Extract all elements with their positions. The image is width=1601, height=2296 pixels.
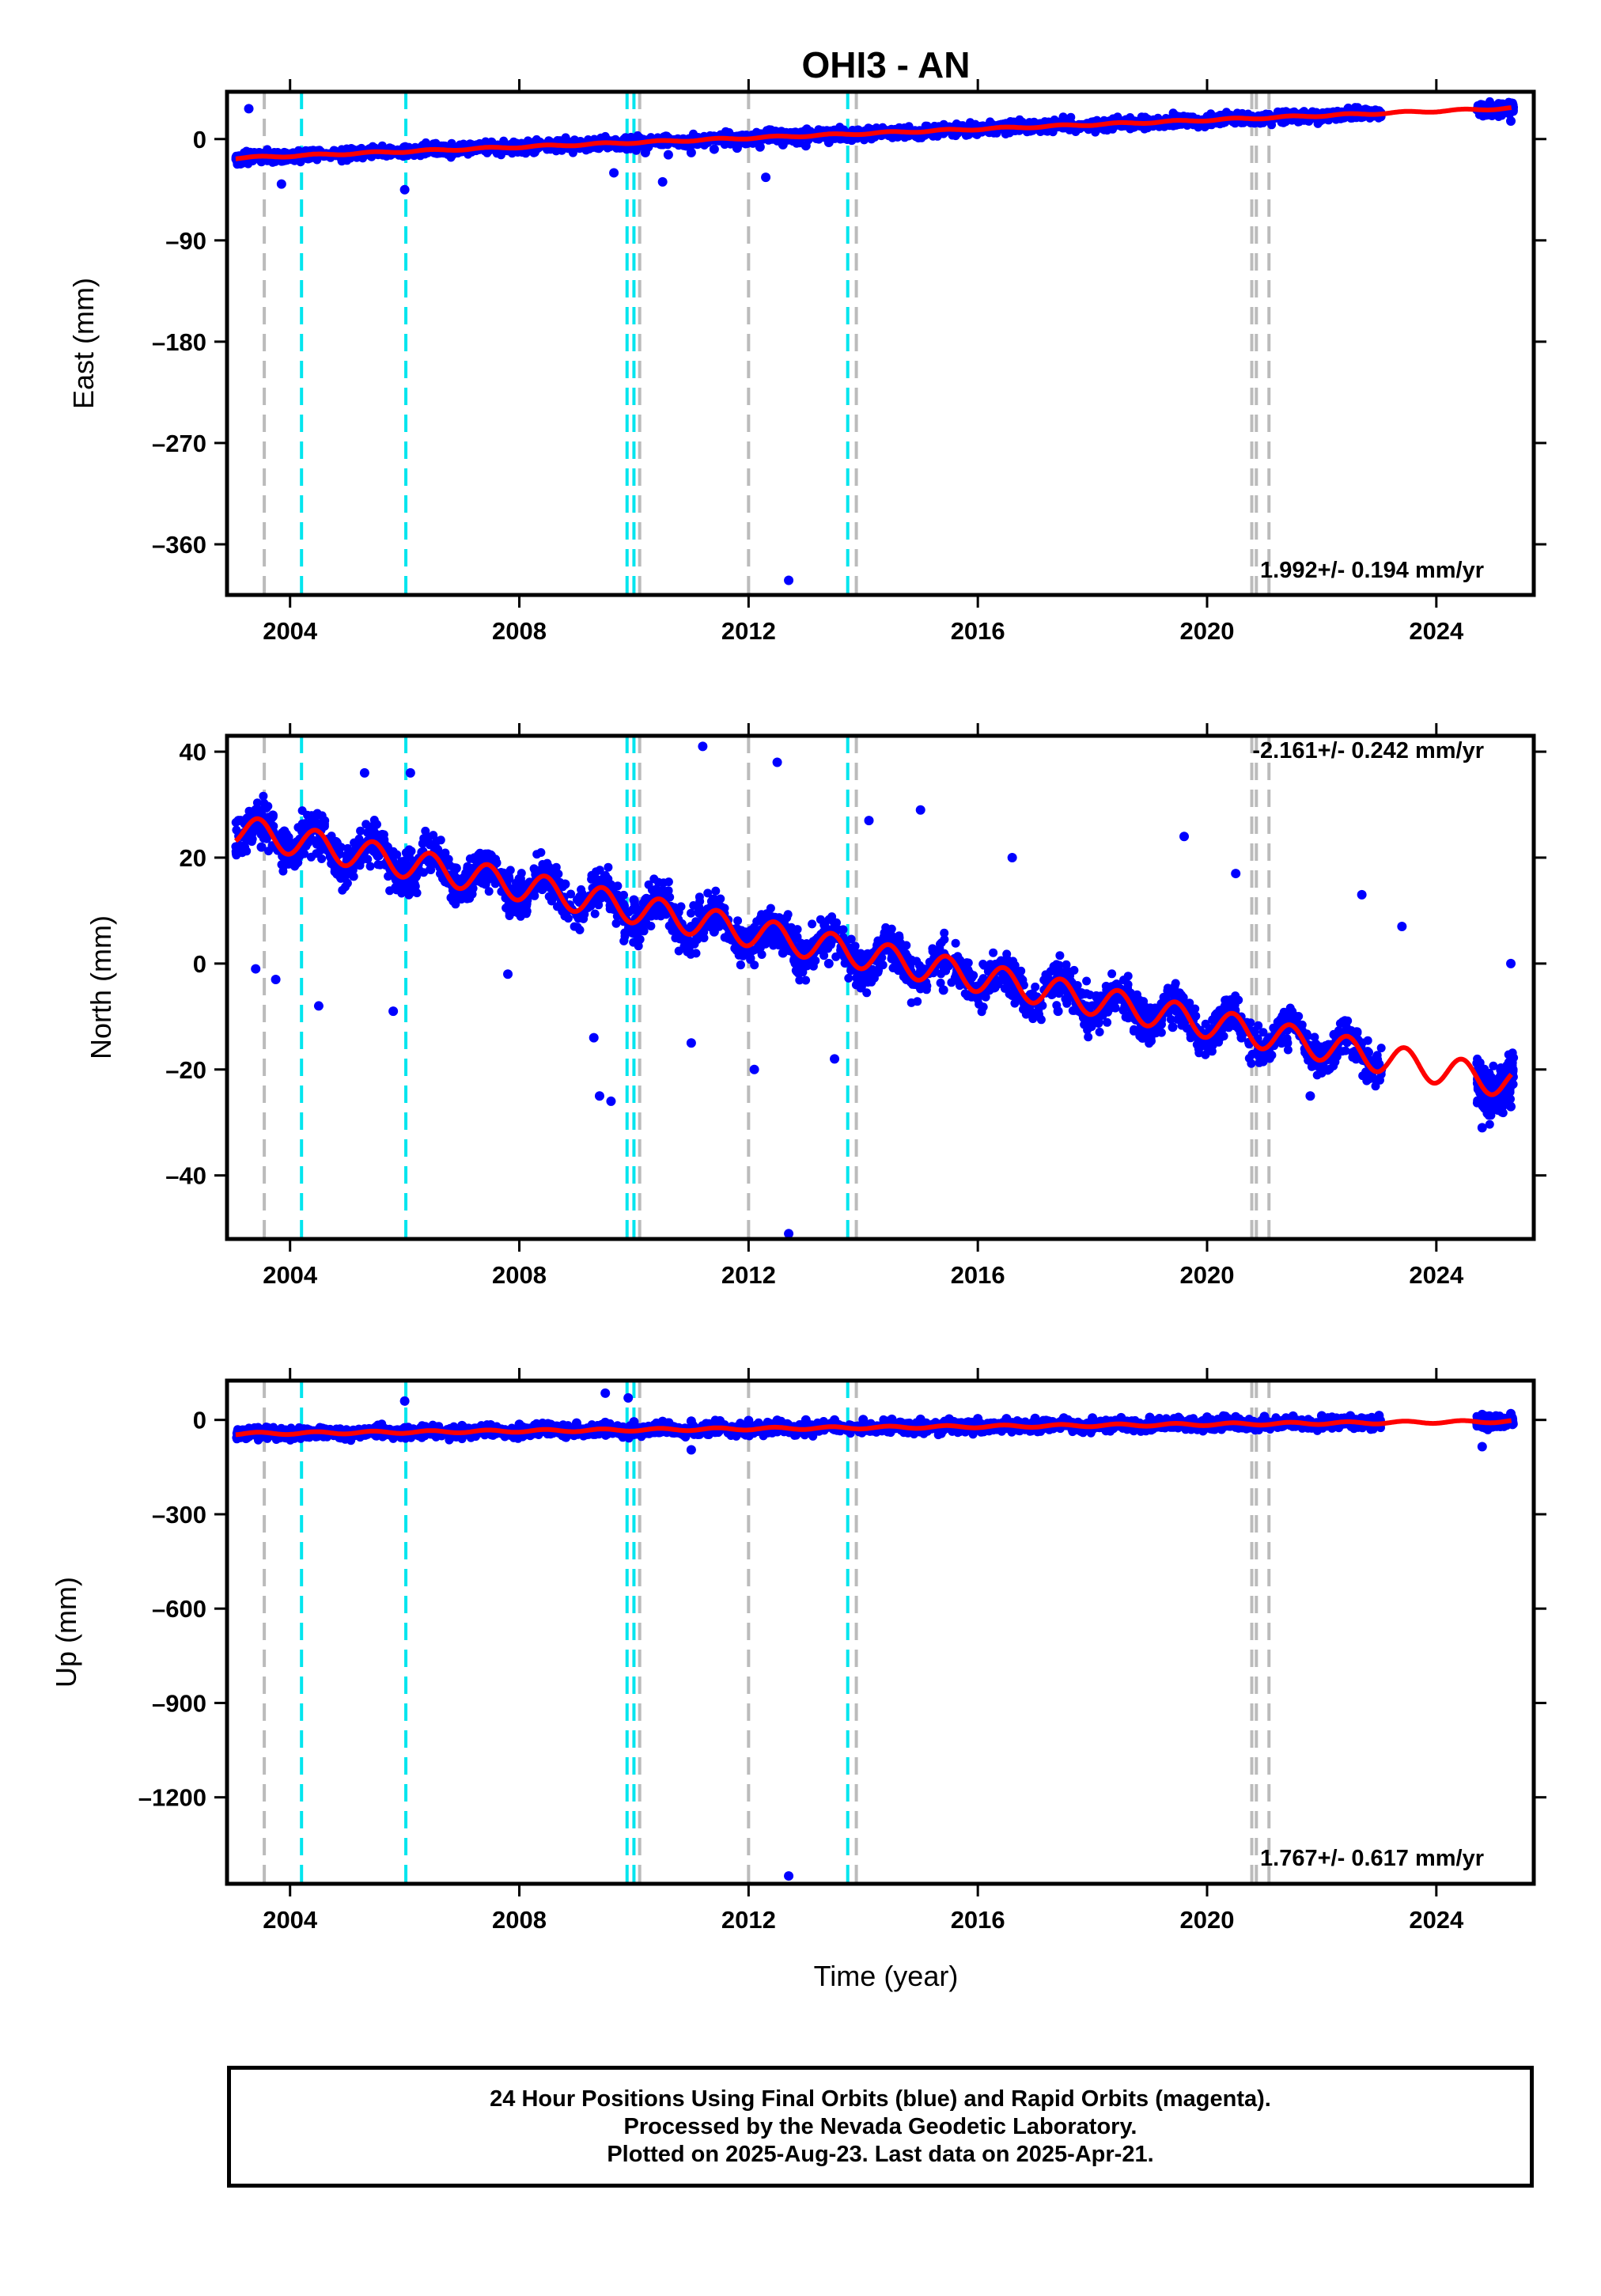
data-point — [1031, 982, 1040, 991]
data-point — [1018, 117, 1028, 127]
model-fit-line — [234, 105, 1513, 161]
data-point — [385, 886, 395, 896]
data-point — [1222, 108, 1231, 117]
y-tick-label: –90 — [165, 227, 206, 255]
y-tick-label: 0 — [193, 126, 206, 153]
x-tick-label: 2012 — [721, 617, 776, 645]
data-point — [1095, 1027, 1104, 1036]
data-point — [1123, 972, 1133, 981]
data-point — [604, 862, 613, 872]
data-point — [709, 144, 719, 154]
data-point — [663, 150, 673, 160]
x-tick-label: 2024 — [1409, 617, 1464, 645]
data-point — [733, 916, 743, 926]
data-point — [232, 825, 241, 835]
data-point — [1201, 1050, 1210, 1059]
data-point — [1156, 1028, 1166, 1037]
data-point — [1376, 1044, 1386, 1053]
y-tick-label: –180 — [152, 328, 206, 356]
panel-north-plot-area — [231, 736, 1519, 1239]
data-point — [989, 948, 998, 957]
data-point — [1107, 969, 1117, 979]
data-point — [711, 886, 721, 896]
data-point — [770, 932, 780, 942]
data-point — [856, 983, 865, 993]
data-point — [516, 911, 525, 921]
panel-east-plot-area — [231, 92, 1518, 595]
x-tick-label: 2008 — [492, 617, 547, 645]
data-point — [783, 910, 793, 919]
outlier-point — [657, 176, 668, 187]
data-point — [755, 142, 765, 152]
data-point — [1010, 998, 1020, 1008]
series-final-orbits — [231, 97, 1518, 585]
data-point — [430, 843, 440, 852]
data-point — [431, 138, 441, 148]
data-point — [978, 1002, 988, 1012]
panel-frame — [225, 89, 1536, 597]
outlier-point — [276, 179, 286, 189]
data-point — [801, 976, 811, 985]
data-point — [421, 826, 430, 835]
data-point — [338, 885, 347, 895]
outlier-point — [1506, 116, 1516, 126]
data-point — [463, 864, 472, 873]
data-point — [1055, 951, 1065, 960]
data-point — [620, 928, 630, 938]
data-point — [687, 908, 695, 918]
y-tick-label: –360 — [152, 531, 206, 559]
data-point — [1168, 108, 1178, 118]
outlier-point — [784, 575, 794, 585]
data-point — [778, 139, 788, 150]
data-point — [343, 156, 352, 165]
data-point — [611, 919, 621, 928]
data-point — [407, 887, 417, 896]
data-point — [590, 909, 600, 919]
x-tick-label: 2020 — [1180, 617, 1235, 645]
y-axis-title-east: East (mm) — [67, 278, 100, 409]
data-point — [510, 883, 520, 892]
data-point — [951, 938, 960, 948]
data-point — [695, 892, 704, 902]
data-point — [664, 877, 673, 887]
outlier-point — [761, 172, 771, 183]
data-point — [823, 138, 834, 148]
data-point — [1496, 110, 1505, 119]
series-final-orbits — [231, 741, 1519, 1239]
data-point — [686, 147, 696, 157]
chart-title: OHI3 - AN — [802, 44, 971, 85]
data-point — [1082, 976, 1092, 986]
data-point — [1288, 1006, 1297, 1016]
data-point — [808, 919, 817, 929]
panel-east: 0 –90 –180 –270 –360 2004 2008 2012 2016 2020 2024… — [67, 79, 1546, 645]
data-point — [1123, 983, 1133, 993]
data-point — [317, 854, 327, 863]
data-point — [619, 936, 629, 945]
y-tick-label: –270 — [152, 430, 206, 457]
data-point — [732, 143, 742, 153]
data-point — [937, 938, 946, 947]
data-point — [278, 861, 288, 870]
data-point — [1084, 1032, 1093, 1042]
data-point — [640, 147, 650, 157]
rate-label-east: 1.992+/- 0.194 mm/yr — [1260, 558, 1484, 583]
outlier-point — [609, 168, 619, 178]
data-point — [1293, 117, 1303, 127]
x-tick-label: 2004 — [263, 617, 318, 645]
x-tick-label: 2016 — [951, 617, 1005, 645]
data-point — [835, 135, 845, 144]
data-point — [1255, 1058, 1264, 1067]
outlier-point — [244, 104, 254, 114]
outlier-point — [399, 184, 410, 195]
data-point — [800, 141, 811, 151]
